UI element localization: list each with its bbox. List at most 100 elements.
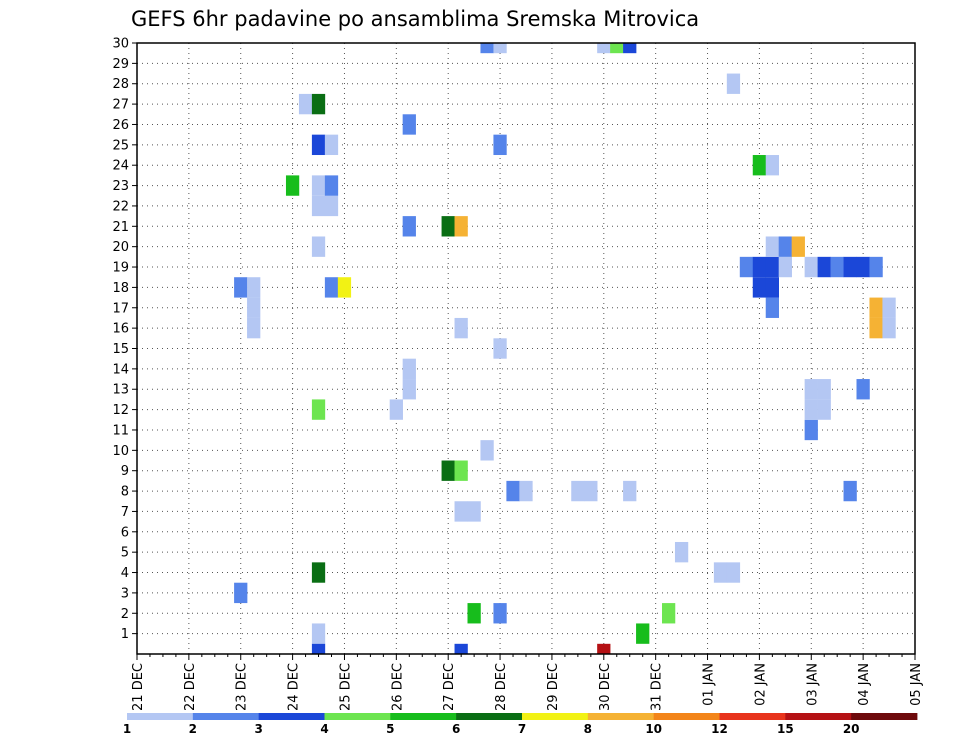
precip-cell <box>869 297 883 318</box>
x-tick-label: 02 JAN <box>753 663 768 706</box>
precip-cell <box>610 43 624 54</box>
precip-cell <box>311 562 326 583</box>
precip-cell <box>311 236 326 257</box>
precip-cell <box>454 317 468 339</box>
x-tick-label: 31 DEC <box>650 663 665 711</box>
y-tick-label: 12 <box>112 403 129 418</box>
y-tick-label: 5 <box>121 546 129 561</box>
legend-label: 1 <box>123 722 131 736</box>
precip-cell <box>467 501 481 522</box>
y-tick-label: 27 <box>112 98 129 113</box>
x-tick-label: 03 JAN <box>805 663 820 706</box>
precip-cell <box>311 643 326 654</box>
precip-cell <box>856 256 870 278</box>
precip-cell <box>311 175 326 196</box>
y-tick-label: 18 <box>112 281 129 296</box>
legend-label: 10 <box>645 722 662 736</box>
precip-cell <box>480 440 494 461</box>
precip-cell <box>739 256 754 278</box>
precip-cell <box>234 582 248 604</box>
precip-cell <box>234 277 248 298</box>
precip-cell <box>778 236 792 257</box>
y-tick-label: 29 <box>112 57 129 72</box>
y-tick-label: 21 <box>112 220 129 235</box>
x-tick-label: 05 JAN <box>909 663 924 706</box>
precip-cell <box>493 134 507 156</box>
y-tick-label: 6 <box>121 525 129 540</box>
precip-cell <box>493 338 507 359</box>
precip-cell <box>843 256 857 278</box>
precip-cell <box>324 277 339 298</box>
y-tick-label: 3 <box>121 586 129 601</box>
legend-swatch <box>653 713 720 720</box>
precip-cell <box>247 317 261 339</box>
x-axis-ticks: 21 DEC 22 DEC 23 DEC 24 DEC 25 DEC 26 DEC 27 D… <box>131 654 924 711</box>
precip-cell <box>856 379 870 400</box>
legend-swatch <box>390 713 457 720</box>
y-tick-label: 14 <box>112 362 129 377</box>
precip-cell <box>713 562 728 583</box>
legend-swatch <box>851 713 918 720</box>
precip-cell <box>817 379 831 400</box>
precip-cell <box>389 399 403 420</box>
x-tick-label: 21 DEC <box>131 663 146 711</box>
precip-cell <box>298 93 313 115</box>
precip-cell <box>480 43 494 54</box>
precip-cell <box>454 501 468 522</box>
legend-swatch <box>587 713 655 720</box>
y-tick-label: 28 <box>112 77 129 92</box>
precip-cell <box>311 623 326 644</box>
precip-cell <box>817 256 831 278</box>
y-axis-ticks: 1234567891011121314151617181920212223242… <box>112 37 137 642</box>
legend-label: 2 <box>189 722 197 736</box>
precip-cell <box>726 562 741 583</box>
precip-cell <box>311 399 326 420</box>
precip-cell <box>324 134 339 156</box>
y-tick-label: 24 <box>112 159 129 174</box>
legend-label: 8 <box>584 722 592 736</box>
precip-cell <box>311 93 326 115</box>
y-tick-label: 17 <box>112 301 129 316</box>
precip-cell <box>597 643 611 654</box>
precip-cell <box>869 317 883 339</box>
y-tick-label: 19 <box>112 261 129 276</box>
y-tick-label: 10 <box>112 444 129 459</box>
precip-cell <box>830 256 844 278</box>
legend-swatch <box>192 713 260 720</box>
x-tick-label: 27 DEC <box>442 663 457 711</box>
legend-label: 7 <box>518 722 526 736</box>
precip-cell <box>726 73 741 94</box>
precip-cell <box>765 155 779 176</box>
legend-swatch <box>324 713 391 720</box>
precip-cell <box>843 480 857 502</box>
y-tick-label: 23 <box>112 179 129 194</box>
precip-cell <box>752 256 767 278</box>
x-tick-label: 30 DEC <box>598 663 613 711</box>
precip-cell <box>636 623 650 644</box>
x-tick-label: 01 JAN <box>702 663 717 706</box>
y-tick-label: 4 <box>121 566 129 581</box>
precip-cell <box>765 256 779 278</box>
precip-cell <box>337 277 352 298</box>
legend-swatch <box>522 713 589 720</box>
precip-cell <box>441 460 455 481</box>
precip-cell <box>454 216 468 237</box>
precip-cell <box>623 43 637 54</box>
precip-cell <box>285 175 300 196</box>
chart-title: GEFS 6hr padavine po ansamblima Sremska … <box>131 7 699 31</box>
precip-cell <box>597 43 611 54</box>
x-tick-label: 23 DEC <box>235 663 250 711</box>
precip-cell <box>402 114 416 135</box>
y-tick-label: 13 <box>112 383 129 398</box>
legend-swatch <box>456 713 523 720</box>
x-tick-label: 25 DEC <box>338 663 353 711</box>
precip-cell <box>506 480 520 502</box>
legend-swatch <box>127 713 194 720</box>
precip-cell <box>402 216 416 237</box>
x-tick-label: 28 DEC <box>494 663 509 711</box>
y-tick-label: 25 <box>112 138 129 153</box>
x-tick-label: 29 DEC <box>546 663 561 711</box>
precip-cell <box>324 175 339 196</box>
precip-cell <box>623 480 637 502</box>
